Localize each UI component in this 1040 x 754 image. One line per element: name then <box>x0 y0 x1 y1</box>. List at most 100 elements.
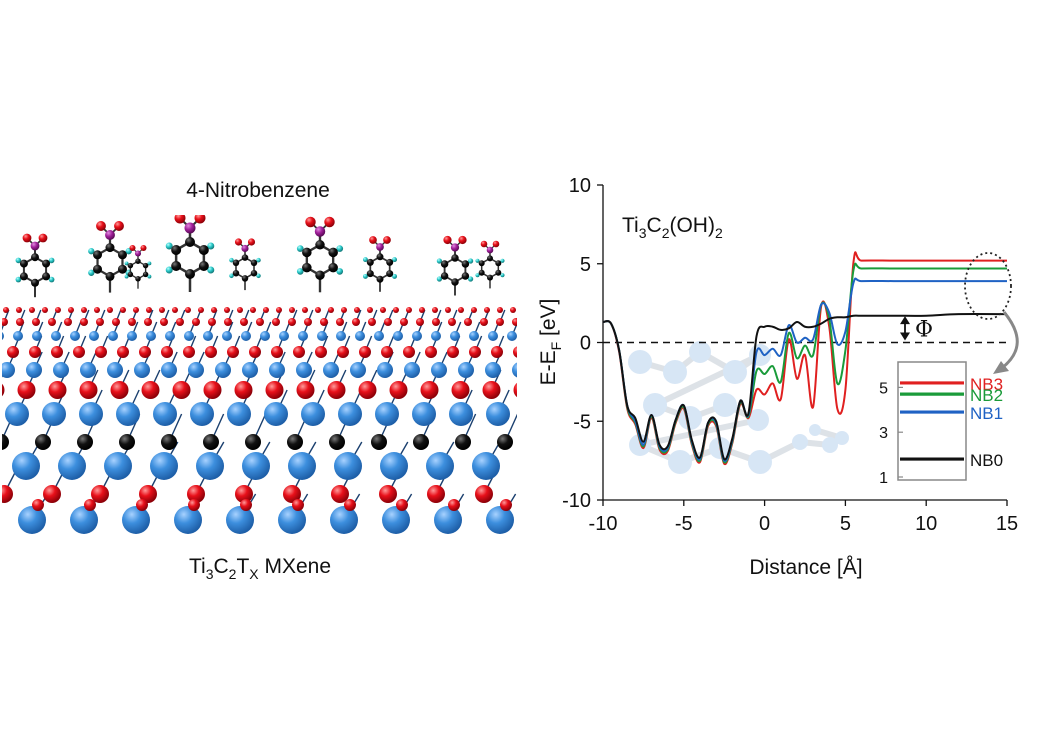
atom-c <box>366 258 374 266</box>
atom-c <box>31 278 39 287</box>
atom-o <box>337 346 349 358</box>
atom-ti <box>70 331 80 341</box>
chart-title: Ti3C2(OH)2 <box>622 214 723 241</box>
bg-bond <box>653 402 692 421</box>
atom-ti <box>426 452 454 480</box>
atom-ti <box>2 332 4 340</box>
lattice-bond <box>520 352 528 370</box>
atom-o <box>448 499 460 511</box>
atom-o <box>250 307 256 313</box>
y-axis-label: E-EF [eV] <box>537 299 564 386</box>
atom-o <box>48 381 67 399</box>
atom-o <box>510 307 516 313</box>
atom-o <box>383 236 391 244</box>
atom-ti <box>355 331 365 341</box>
atom-o <box>240 318 248 326</box>
atom-ti <box>412 331 422 341</box>
nitrobenzene-molecule <box>475 240 505 289</box>
atom-c <box>386 258 394 266</box>
atom-n <box>184 222 196 234</box>
atom-c <box>42 272 51 281</box>
atom-o <box>187 485 205 503</box>
atom-c <box>315 240 325 250</box>
atom-o <box>324 216 335 228</box>
bg-bond <box>639 359 676 375</box>
atom-o <box>114 221 124 231</box>
atom-o <box>296 381 315 399</box>
atom-o <box>141 381 160 399</box>
atom-o <box>496 318 504 326</box>
atom-c <box>302 247 312 258</box>
inset-y-tick-label: 5 <box>879 380 888 397</box>
bg-bond <box>799 439 831 448</box>
atom-c <box>302 262 312 273</box>
atom-o <box>315 307 321 313</box>
atom-ti <box>222 331 232 341</box>
atom-ti <box>374 331 384 341</box>
atom-ti <box>150 452 178 480</box>
lattice-bond <box>523 370 532 390</box>
mxene-structure-illustration: 4-Nitrobenzene Ti3C2TX MXene <box>2 179 547 582</box>
atom-o <box>447 346 459 358</box>
atom-o <box>341 307 347 313</box>
atom-h <box>363 273 368 279</box>
atom-o <box>265 381 284 399</box>
atom-o <box>22 233 32 243</box>
atom-c <box>198 261 209 271</box>
atom-ti <box>260 331 270 341</box>
atom-ti <box>107 362 123 378</box>
atom-o <box>185 307 191 313</box>
x-tick-label: 15 <box>996 513 1018 535</box>
atom-o <box>2 485 13 503</box>
atom-o <box>352 318 360 326</box>
atom-h <box>500 258 505 263</box>
atom-o <box>283 485 301 503</box>
atom-c <box>328 262 338 273</box>
atom-h <box>88 269 95 276</box>
phi-arrow-head-up <box>900 316 910 325</box>
atom-ti <box>523 402 547 426</box>
atom-ti <box>518 452 546 480</box>
atom-ti <box>196 452 224 480</box>
atom-ti <box>336 331 346 341</box>
bg-bond <box>673 349 702 375</box>
atom-o <box>188 499 200 511</box>
phi-label: Φ <box>915 317 933 342</box>
atom-c <box>161 434 177 450</box>
atom-o <box>112 318 120 326</box>
atom-h <box>15 257 22 264</box>
atom-o <box>302 307 308 313</box>
atom-o <box>211 307 217 313</box>
atom-ti <box>184 331 194 341</box>
atom-h <box>336 245 344 252</box>
bg-bond <box>719 445 761 465</box>
atom-ti <box>301 402 325 426</box>
bg-atom <box>835 431 849 445</box>
atom-h <box>147 261 152 266</box>
atom-h <box>165 242 173 250</box>
atom-ti <box>264 402 288 426</box>
atom-o <box>380 307 386 313</box>
atom-c <box>250 269 258 277</box>
atom-ti <box>226 506 254 534</box>
atom-o <box>328 307 334 313</box>
atom-o <box>208 318 216 326</box>
atom-h <box>436 258 443 264</box>
atom-o <box>469 346 481 358</box>
bg-atom <box>663 360 687 384</box>
atom-ti <box>450 331 460 341</box>
atom-o <box>512 318 517 326</box>
atom-ti <box>188 362 204 378</box>
atom-o <box>484 307 490 313</box>
atom-ti <box>51 331 61 341</box>
atom-o <box>237 307 243 313</box>
atom-o <box>336 318 344 326</box>
atom-o <box>381 346 393 358</box>
atom-o <box>68 307 74 313</box>
atom-o <box>29 307 35 313</box>
x-tick-label: 0 <box>759 513 770 535</box>
atom-o <box>396 499 408 511</box>
atom-o <box>464 318 472 326</box>
